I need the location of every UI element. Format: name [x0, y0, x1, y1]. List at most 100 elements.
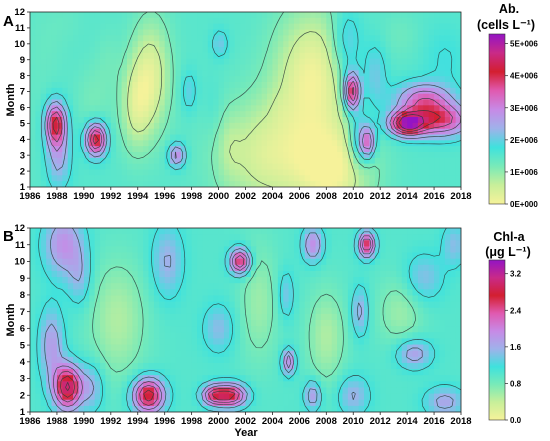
heatmap-cell [40, 326, 47, 333]
heatmap-cell [401, 140, 408, 147]
heatmap-cell [299, 387, 306, 395]
heatmap-cell [30, 99, 36, 106]
heatmap-cell [304, 362, 311, 370]
heatmap-cell [197, 41, 203, 48]
heatmap-cell [288, 35, 295, 42]
heatmap-cell [67, 76, 74, 83]
heatmap-cell [450, 140, 457, 147]
heatmap-cell [159, 344, 166, 352]
heatmap-cell [385, 117, 392, 124]
heatmap-cell [353, 375, 360, 382]
heatmap-cell [450, 405, 457, 412]
heatmap-cell [30, 146, 36, 153]
heatmap-cell [353, 405, 360, 412]
heatmap-cell [89, 295, 96, 303]
heatmap-cell [30, 240, 36, 247]
heatmap-cell [304, 375, 311, 382]
heatmap-cell [380, 326, 387, 333]
heatmap-cell [293, 157, 300, 165]
heatmap-cell [256, 283, 263, 290]
heatmap-cell [213, 128, 220, 136]
heatmap-cell [331, 246, 338, 254]
heatmap-cell [450, 399, 457, 407]
heatmap-cell [197, 258, 203, 266]
heatmap-cell [277, 234, 284, 241]
heatmap-cell [197, 105, 203, 112]
heatmap-cell [353, 41, 360, 48]
heatmap-cell [94, 350, 101, 358]
heatmap-cell [267, 375, 274, 382]
heatmap-cell [434, 12, 441, 19]
heatmap-cell [159, 246, 166, 254]
heatmap-cell [137, 134, 144, 141]
y-tick-label: 10 [14, 257, 25, 268]
heatmap-cell [207, 17, 214, 25]
heatmap-cell [89, 277, 96, 284]
heatmap-cell [331, 152, 338, 159]
heatmap-cell [240, 47, 247, 54]
heatmap-cell [347, 332, 354, 339]
heatmap-cell [267, 234, 274, 241]
heatmap-cell [30, 326, 36, 333]
heatmap-cell [126, 70, 133, 77]
heatmap-cell [439, 393, 446, 401]
heatmap-cell [390, 76, 397, 83]
heatmap-cell [455, 152, 461, 159]
heatmap-cell [423, 234, 430, 241]
heatmap-cell [326, 326, 333, 333]
heatmap-cell [315, 87, 322, 95]
heatmap-cell [100, 399, 107, 407]
heatmap-cell [407, 99, 414, 106]
heatmap-cell [455, 301, 461, 309]
heatmap-cell [143, 29, 150, 36]
heatmap-cell [223, 258, 230, 266]
heatmap-cell [326, 163, 333, 171]
heatmap-cell [132, 332, 139, 339]
heatmap-cell [396, 252, 403, 260]
heatmap-cell [83, 169, 90, 176]
heatmap-cell [326, 301, 333, 309]
heatmap-cell [358, 313, 365, 321]
heatmap-cell [186, 52, 193, 60]
heatmap-cell [374, 82, 381, 89]
heatmap-cell [202, 375, 209, 382]
heatmap-cell [116, 70, 123, 77]
heatmap-cell [132, 128, 139, 136]
heatmap-cell [51, 87, 58, 95]
heatmap-cell [78, 175, 85, 182]
heatmap-cell [444, 157, 451, 165]
heatmap-cell [89, 12, 96, 19]
heatmap-cell [78, 301, 85, 309]
heatmap-cell [423, 175, 430, 182]
heatmap-cell [439, 99, 446, 106]
heatmap-cell [401, 356, 408, 364]
heatmap-cell [407, 117, 414, 124]
heatmap-cell [213, 105, 220, 112]
heatmap-cell [272, 387, 279, 395]
x-tick-label: 1998 [181, 416, 202, 427]
heatmap-cell [175, 134, 182, 141]
heatmap-cell [67, 387, 74, 395]
heatmap-cell [283, 29, 290, 36]
heatmap-cell [256, 240, 263, 247]
heatmap-cell [250, 58, 257, 66]
heatmap-cell [78, 163, 85, 171]
heatmap-cell [374, 375, 381, 382]
heatmap-cell [148, 307, 155, 315]
heatmap-cell [342, 23, 349, 31]
heatmap-cell [337, 175, 344, 182]
heatmap-cell [229, 356, 236, 364]
heatmap-cell [159, 122, 166, 130]
heatmap-cell [100, 122, 107, 130]
heatmap-cell [417, 283, 424, 290]
heatmap-cell [218, 152, 225, 159]
heatmap-cell [369, 76, 376, 83]
heatmap-cell [132, 152, 139, 159]
heatmap-cell [407, 252, 414, 260]
heatmap-cell [73, 387, 80, 395]
heatmap-cell [428, 58, 435, 66]
heatmap-cell [267, 140, 274, 147]
heatmap-cell [186, 369, 193, 376]
heatmap-cell [94, 270, 101, 278]
heatmap-cell [450, 381, 457, 389]
